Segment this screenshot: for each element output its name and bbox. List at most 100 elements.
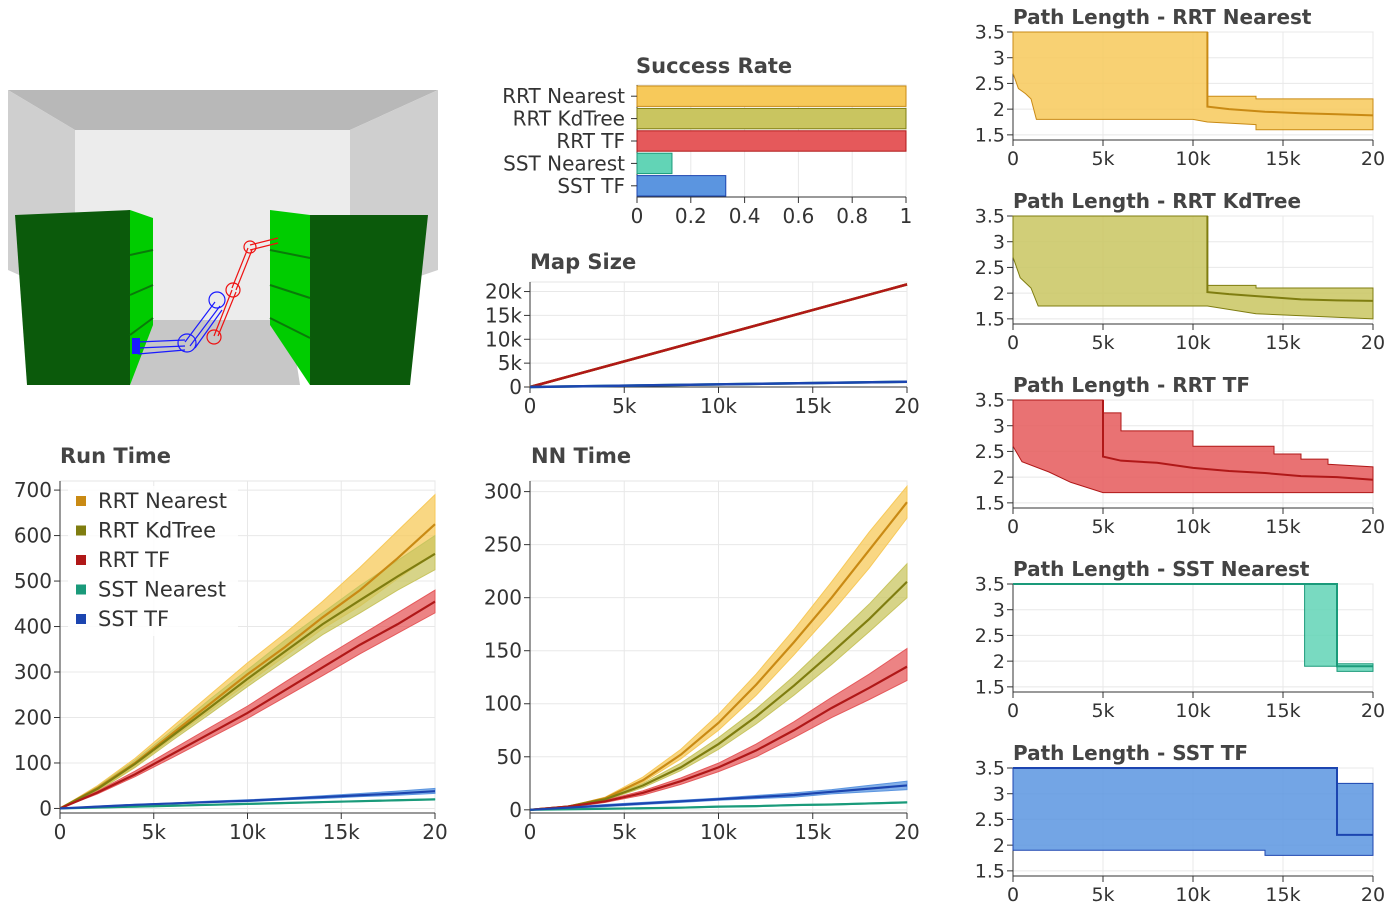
confidence-band xyxy=(59,589,436,809)
y-tick-label: 1.5 xyxy=(975,677,1005,699)
path-length-rrt-tf-chart: Path Length - RRT TF 0 5k 10k 15k 20 1.5 2 2.5 3 3… xyxy=(975,373,1385,538)
series-line xyxy=(529,801,908,811)
x-tick-label: 10k xyxy=(1175,700,1210,722)
x-tick-label: 0 xyxy=(524,820,537,844)
x-tick-label: 1 xyxy=(900,204,913,228)
y-tick-label: 2.5 xyxy=(975,257,1005,279)
confidence-band xyxy=(1012,31,1374,131)
x-tick-label: 15k xyxy=(1265,884,1300,905)
y-tick-label: 600 xyxy=(14,524,52,548)
y-tick-label: 2.5 xyxy=(975,441,1005,463)
x-tick-label: 5k xyxy=(1091,516,1114,538)
y-tick-label: 2 xyxy=(993,467,1005,489)
y-tick-label: 1.5 xyxy=(975,493,1005,515)
y-tick-label: 100 xyxy=(14,751,52,775)
series-line xyxy=(529,784,908,811)
y-tick-label: 10k xyxy=(485,327,522,351)
y-tick-label: 3 xyxy=(993,47,1005,69)
legend-swatch xyxy=(76,525,86,536)
x-tick-label: 0.8 xyxy=(836,204,868,228)
x-tick-label: 5k xyxy=(612,820,637,844)
x-tick-label: 0 xyxy=(54,820,67,844)
chart-title: Path Length - RRT TF xyxy=(1013,373,1250,397)
x-tick-label: 10k xyxy=(229,820,266,844)
legend-label: RRT KdTree xyxy=(98,519,216,543)
x-tick-label: 5k xyxy=(1091,700,1114,722)
confidence-band xyxy=(529,647,908,811)
series-line xyxy=(1102,400,1374,481)
legend-swatch xyxy=(76,555,86,565)
y-tick-label: 3 xyxy=(993,599,1005,621)
x-tick-label: 10k xyxy=(1175,516,1210,538)
y-tick-label: 3.5 xyxy=(975,574,1005,596)
series-line xyxy=(529,580,908,811)
y-tick-label: 15k xyxy=(485,303,522,327)
x-tick-label: 0.2 xyxy=(675,204,707,228)
confidence-band xyxy=(529,562,908,811)
chart-title: Map Size xyxy=(530,250,636,274)
x-tick-label: 5k xyxy=(142,820,167,844)
y-tick-label: 400 xyxy=(14,615,52,639)
legend-swatch xyxy=(76,496,86,506)
y-tick-label: 700 xyxy=(14,478,52,502)
bar xyxy=(636,175,727,197)
path-length-rrt-nearest-chart: Path Length - RRT Nearest 0 5k 10k 15k 20 1.5 2… xyxy=(975,5,1385,170)
y-tick-label: 20k xyxy=(485,280,522,304)
y-tick-label: 3.5 xyxy=(975,206,1005,228)
confidence-band xyxy=(529,484,908,811)
x-tick-label: 20 xyxy=(1361,332,1385,354)
series-line xyxy=(59,798,436,810)
chart-title: NN Time xyxy=(531,444,631,468)
chart-title: Path Length - SST Nearest xyxy=(1013,557,1310,581)
category-label: RRT Nearest xyxy=(502,84,625,108)
x-tick-label: 0 xyxy=(1007,884,1019,905)
series-line xyxy=(1206,32,1374,117)
legend-label: SST TF xyxy=(98,607,169,631)
series-line xyxy=(1206,216,1374,302)
chart-title: Run Time xyxy=(60,444,171,468)
chart-title: Path Length - RRT KdTree xyxy=(1013,189,1301,213)
y-tick-label: 1.5 xyxy=(975,861,1005,883)
x-tick-label: 0 xyxy=(524,394,537,418)
x-tick-label: 0 xyxy=(1007,148,1019,170)
series-line xyxy=(529,665,908,811)
x-tick-label: 15k xyxy=(1265,332,1300,354)
y-tick-label: 1.5 xyxy=(975,125,1005,147)
x-tick-label: 0 xyxy=(1007,700,1019,722)
y-tick-label: 300 xyxy=(14,660,52,684)
series-line xyxy=(529,283,908,389)
confidence-band xyxy=(1012,215,1374,320)
path-length-sst-nearest-chart: Path Length - SST Nearest 0 5k 10k 15k 20 1.5 2… xyxy=(975,557,1385,722)
y-tick-label: 200 xyxy=(484,586,522,610)
y-tick-label: 2.5 xyxy=(975,73,1005,95)
x-tick-label: 10k xyxy=(1175,148,1210,170)
bar xyxy=(636,85,907,107)
x-tick-label: 15k xyxy=(1265,516,1300,538)
y-tick-label: 2.5 xyxy=(975,625,1005,647)
y-tick-label: 0 xyxy=(509,798,522,822)
x-tick-label: 10k xyxy=(700,820,737,844)
x-tick-label: 20 xyxy=(1361,148,1385,170)
legend-swatch xyxy=(76,584,86,595)
confidence-band xyxy=(1012,767,1374,856)
y-tick-label: 100 xyxy=(484,692,522,716)
x-tick-label: 15k xyxy=(1265,148,1300,170)
y-tick-label: 3 xyxy=(993,231,1005,253)
legend-label: SST Nearest xyxy=(98,578,226,602)
y-tick-label: 500 xyxy=(14,569,52,593)
x-tick-label: 0 xyxy=(1007,516,1019,538)
legend-label: RRT TF xyxy=(98,548,170,572)
y-tick-label: 250 xyxy=(484,533,522,557)
x-tick-label: 5k xyxy=(1091,148,1114,170)
y-tick-label: 1.5 xyxy=(975,309,1005,331)
x-tick-label: 0 xyxy=(1007,332,1019,354)
y-tick-label: 300 xyxy=(484,480,522,504)
series-line xyxy=(529,380,908,389)
y-tick-label: 200 xyxy=(14,705,52,729)
robot-arm-scene xyxy=(8,90,438,385)
bar xyxy=(636,152,673,175)
legend-box xyxy=(68,486,238,636)
